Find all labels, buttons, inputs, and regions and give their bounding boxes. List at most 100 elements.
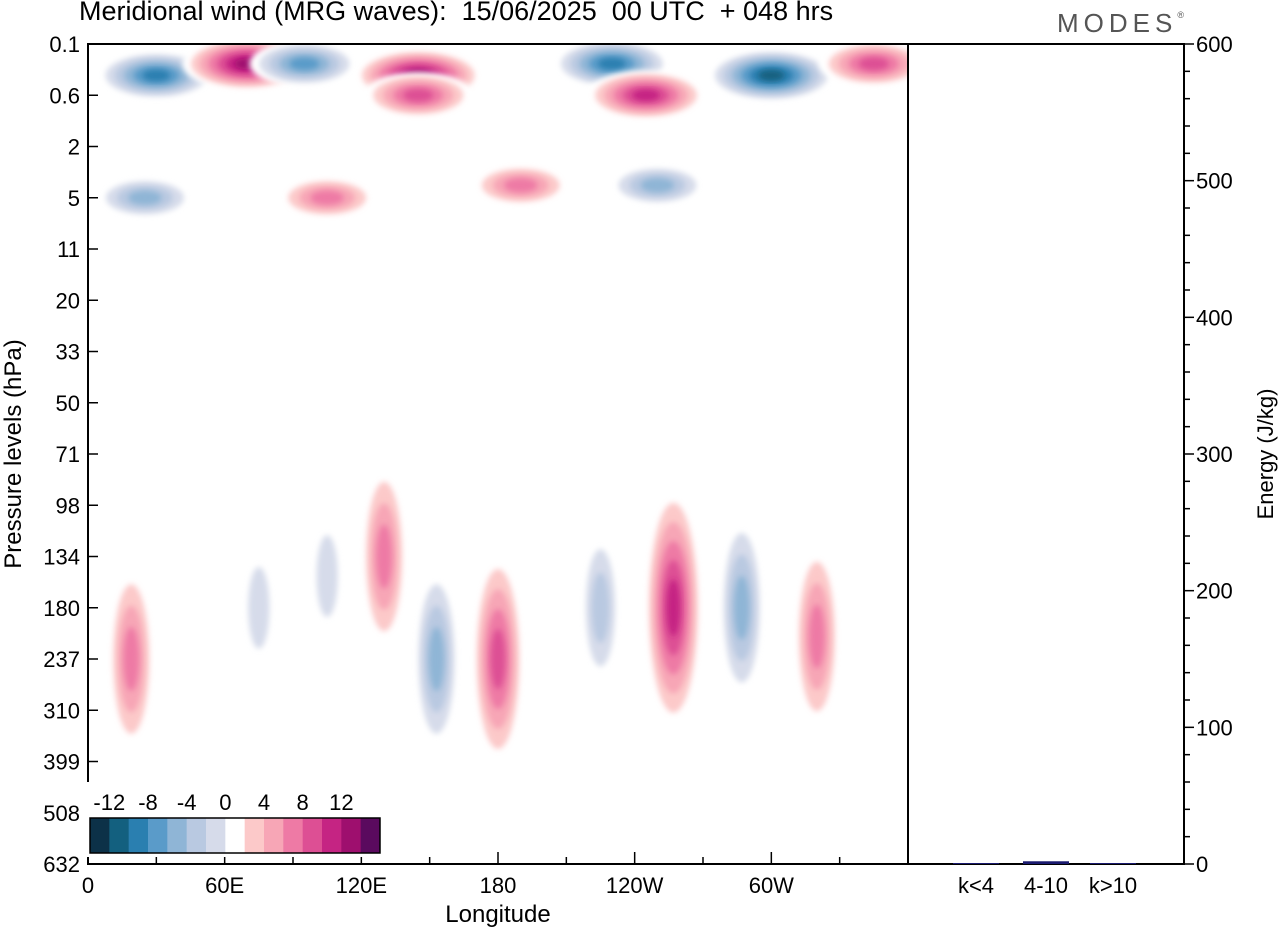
wind-feature	[108, 563, 155, 755]
wind-contour	[666, 579, 680, 637]
longitude-axis: 0 60E 120E 180 120W 60W	[82, 852, 909, 898]
wind-contour	[640, 178, 675, 193]
energy-axis: 0 100 200 300 400 500 600	[1184, 32, 1233, 877]
wind-contour	[858, 57, 889, 71]
colorbar-label: -8	[138, 790, 158, 815]
x-tick-label: 60W	[749, 873, 794, 898]
wind-feature	[241, 539, 277, 676]
wind-feature	[277, 176, 378, 219]
energy-bar	[1090, 863, 1136, 864]
colorbar-swatch	[283, 818, 304, 853]
energy-tick-label: 600	[1196, 32, 1233, 57]
y-axis-label: Pressure levels (hPa)	[0, 339, 27, 568]
colorbar-swatch	[206, 818, 226, 853]
wind-feature	[580, 525, 621, 690]
energy-tick-label: 0	[1196, 852, 1208, 877]
y-tick-label: 0.6	[49, 83, 80, 108]
colorbar-label: -12	[93, 790, 125, 815]
wind-feature	[607, 164, 708, 207]
energy-category-label: k>10	[1089, 873, 1137, 898]
x-tick-label: 120W	[606, 873, 664, 898]
chart-title: Meridional wind (MRG waves): 15/06/2025 …	[79, 0, 834, 26]
x-tick-label: 120E	[336, 873, 387, 898]
colorbar-label: 4	[258, 790, 270, 815]
wind-feature	[309, 508, 345, 645]
colorbar-swatch	[360, 818, 381, 853]
wind-contour	[376, 524, 392, 589]
energy-tick-label: 300	[1196, 442, 1233, 467]
wind-contour-field	[94, 44, 908, 769]
wind-contour	[403, 88, 434, 102]
wind-contour	[428, 627, 445, 691]
colorbar-label: 0	[219, 790, 231, 815]
energy-bars: k<4 4-10 k>10	[953, 861, 1137, 898]
energy-category-label: 4-10	[1024, 873, 1068, 898]
y-tick-label: 632	[43, 852, 80, 877]
energy-tick-label: 400	[1196, 305, 1233, 330]
x-axis-label: Longitude	[445, 901, 550, 928]
colorbar: -12 -8 -4 0 4 8 12	[86, 782, 384, 857]
y-tick-label: 98	[56, 493, 80, 518]
wind-contour	[142, 69, 171, 82]
wind-feature	[586, 70, 707, 121]
modes-logo: MODES®	[1057, 8, 1184, 38]
energy-tick-label: 200	[1196, 579, 1233, 604]
y-tick-label: 237	[43, 647, 80, 672]
energy-category-label: k<4	[958, 873, 994, 898]
colorbar-label: 8	[297, 790, 309, 815]
energy-tick-label: 500	[1196, 169, 1233, 194]
colorbar-swatch	[90, 818, 110, 853]
wind-contour	[504, 178, 538, 193]
energy-bar	[953, 863, 999, 864]
pressure-axis: 0.1 0.6 2 5 11 20 33 50 71 98 134 180 237 310 399 508 63…	[43, 32, 98, 877]
wind-contour	[490, 629, 506, 689]
colorbar-label: -4	[177, 790, 197, 815]
colorbar-swatch	[167, 818, 188, 853]
logo-text: MODES	[1057, 8, 1178, 38]
colorbar-swatch	[341, 818, 362, 853]
energy-tick-label: 100	[1196, 715, 1233, 740]
wind-feature	[706, 48, 837, 103]
x-tick-label: 0	[82, 873, 94, 898]
energy-bar	[1023, 861, 1069, 864]
x-tick-label: 60E	[205, 873, 244, 898]
wind-contour	[123, 627, 139, 691]
y-tick-label: 0.1	[49, 32, 80, 57]
wind-contour	[734, 575, 750, 640]
wind-feature	[360, 460, 408, 653]
wind-feature	[472, 549, 524, 769]
wind-contour	[310, 190, 344, 205]
y-tick-label: 11	[57, 237, 80, 262]
y-tick-label: 134	[43, 545, 80, 570]
colorbar-swatch	[225, 818, 246, 853]
wind-feature	[644, 483, 703, 732]
y-tick-label: 20	[56, 288, 80, 313]
wind-contour	[809, 604, 825, 669]
energy-frame	[907, 43, 1185, 865]
colorbar-swatch	[128, 818, 149, 853]
wind-feature	[818, 44, 908, 87]
y-tick-label: 71	[56, 442, 80, 467]
y-tick-label: 2	[68, 135, 80, 160]
wind-contour	[128, 190, 162, 205]
wind-feature	[470, 164, 571, 207]
wind-contour	[591, 572, 610, 643]
energy-axis-label: Energy (J/kg)	[1253, 389, 1278, 520]
y-tick-label: 399	[43, 750, 80, 775]
wind-contour	[316, 535, 338, 617]
wind-feature	[793, 540, 841, 733]
wind-contour	[289, 57, 320, 71]
colorbar-swatch	[186, 818, 207, 853]
colorbar-swatch	[264, 818, 284, 853]
wind-feature	[249, 44, 360, 87]
wind-contour	[598, 58, 626, 70]
colorbar-frame	[89, 817, 381, 854]
y-tick-label: 33	[56, 340, 80, 365]
colorbar-swatch	[148, 818, 168, 853]
wind-contour	[758, 70, 785, 81]
wind-feature	[413, 563, 460, 755]
wind-feature	[94, 176, 195, 219]
wind-feature	[718, 511, 765, 704]
wind-feature	[363, 72, 474, 119]
wind-contour	[632, 89, 660, 101]
